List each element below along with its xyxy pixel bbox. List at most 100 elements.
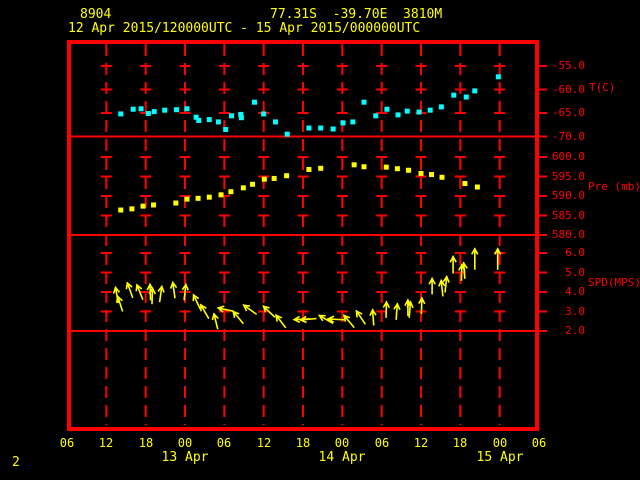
pressure-point [318,165,324,171]
pressure-point [173,200,179,206]
wind-arrow-icon [232,310,245,325]
wind-arrow-icon [355,309,367,325]
pressure-point [261,176,267,182]
x-tick-label: 06 [59,436,75,450]
panel-unit-label: SPD(MPS) [588,276,640,289]
temperature-point [472,88,478,94]
wind-arrow-icon [369,308,377,326]
date-label: 14 Apr [318,450,366,465]
y-tick-label: 3.0 [565,305,585,318]
y-tick-label: 2.0 [565,324,585,337]
temperature-point [395,112,401,118]
temperature-point [361,99,367,105]
temperature-point [384,106,390,112]
temperature-point [229,113,235,119]
temperature-point [251,99,257,105]
wind-arrow-icon [406,300,414,318]
wind-arrow-icon [317,314,334,325]
wind-arrow-icon [211,312,219,330]
pressure-point [383,164,389,170]
temperature-point [238,115,244,121]
pressure-point [140,203,146,209]
pressure-point [306,166,312,172]
pressure-point [462,181,468,187]
wind-arrow-icon [471,247,479,270]
pressure-point [474,184,480,190]
temperature-point [193,114,199,120]
temperature-point [427,107,433,113]
x-tick-label: 18 [295,436,311,450]
temperature-point [350,119,356,125]
y-tick-label: 595.0 [551,170,585,183]
wind-arrow-icon [216,305,234,313]
temperature-point [118,111,124,117]
wind-arrow-icon [199,303,210,320]
temperature-point [215,119,221,125]
pressure-point [218,192,224,198]
temperature-point [463,94,469,100]
temperature-point [145,110,151,116]
pressure-point [184,196,190,202]
pressure-point [118,207,124,213]
station-id: 8904 [80,7,112,22]
date-label: 13 Apr [161,450,209,465]
y-tick-label: 6.0 [565,246,585,259]
wind-arrow-icon [242,304,258,316]
temperature-point [340,120,346,126]
wind-arrow-icon [428,276,436,295]
wind-arrow-icon [115,295,124,312]
pressure-point [406,167,412,173]
x-tick-label: 06 [216,436,232,450]
wind-arrow-icon [442,275,450,293]
pressure-point [195,195,201,201]
temperature-point [130,106,136,112]
y-tick-label: 585.0 [551,209,585,222]
pressure-point [250,181,256,187]
pressure-point [206,194,212,200]
pressure-point [151,202,157,208]
x-tick-label: 00 [334,436,350,450]
temperature-point [272,119,278,125]
wind-arrow-icon [438,278,446,297]
pressure-point [394,166,400,172]
wind-arrow-icon [449,255,457,274]
x-tick-label: 12 [98,436,114,450]
y-tick-label: -60.0 [551,83,585,96]
temperature-point [206,117,212,123]
temperature-point [151,109,157,115]
wind-arrow-icon [418,296,426,314]
temperature-point [284,131,290,137]
wind-arrow-icon [135,283,144,301]
temperature-point [138,106,144,112]
x-tick-label: 12 [413,436,429,450]
x-tick-label: 06 [374,436,390,450]
x-tick-label: 18 [452,436,468,450]
pressure-point [361,164,367,170]
pressure-point [418,170,424,176]
temperature-point [416,109,422,115]
wind-arrow-icon [460,261,468,279]
pressure-point [228,189,234,195]
temperature-point [173,107,179,113]
y-tick-label: 600.0 [551,150,585,163]
y-tick-label: -70.0 [551,130,585,143]
temperature-point [162,107,168,113]
station-position: 77.31S -39.70E 3810M [270,7,443,22]
wind-arrow-icon [393,302,401,320]
wind-arrow-icon [299,315,317,324]
x-tick-label: 00 [177,436,193,450]
y-tick-label: -55.0 [551,59,585,72]
x-tick-label: 00 [492,436,508,450]
time-range: 12 Apr 2015/120000UTC - 15 Apr 2015/0000… [68,21,421,36]
temperature-point [373,113,379,119]
temperature-point [318,125,324,131]
pressure-point [284,173,290,179]
pressure-point [351,162,357,168]
wind-arrow-icon [326,315,345,323]
pressure-point [428,172,434,178]
y-tick-label: 5.0 [565,266,585,279]
y-tick-label: 580.0 [551,228,585,241]
temperature-point [451,92,457,98]
pressure-point [240,185,246,191]
